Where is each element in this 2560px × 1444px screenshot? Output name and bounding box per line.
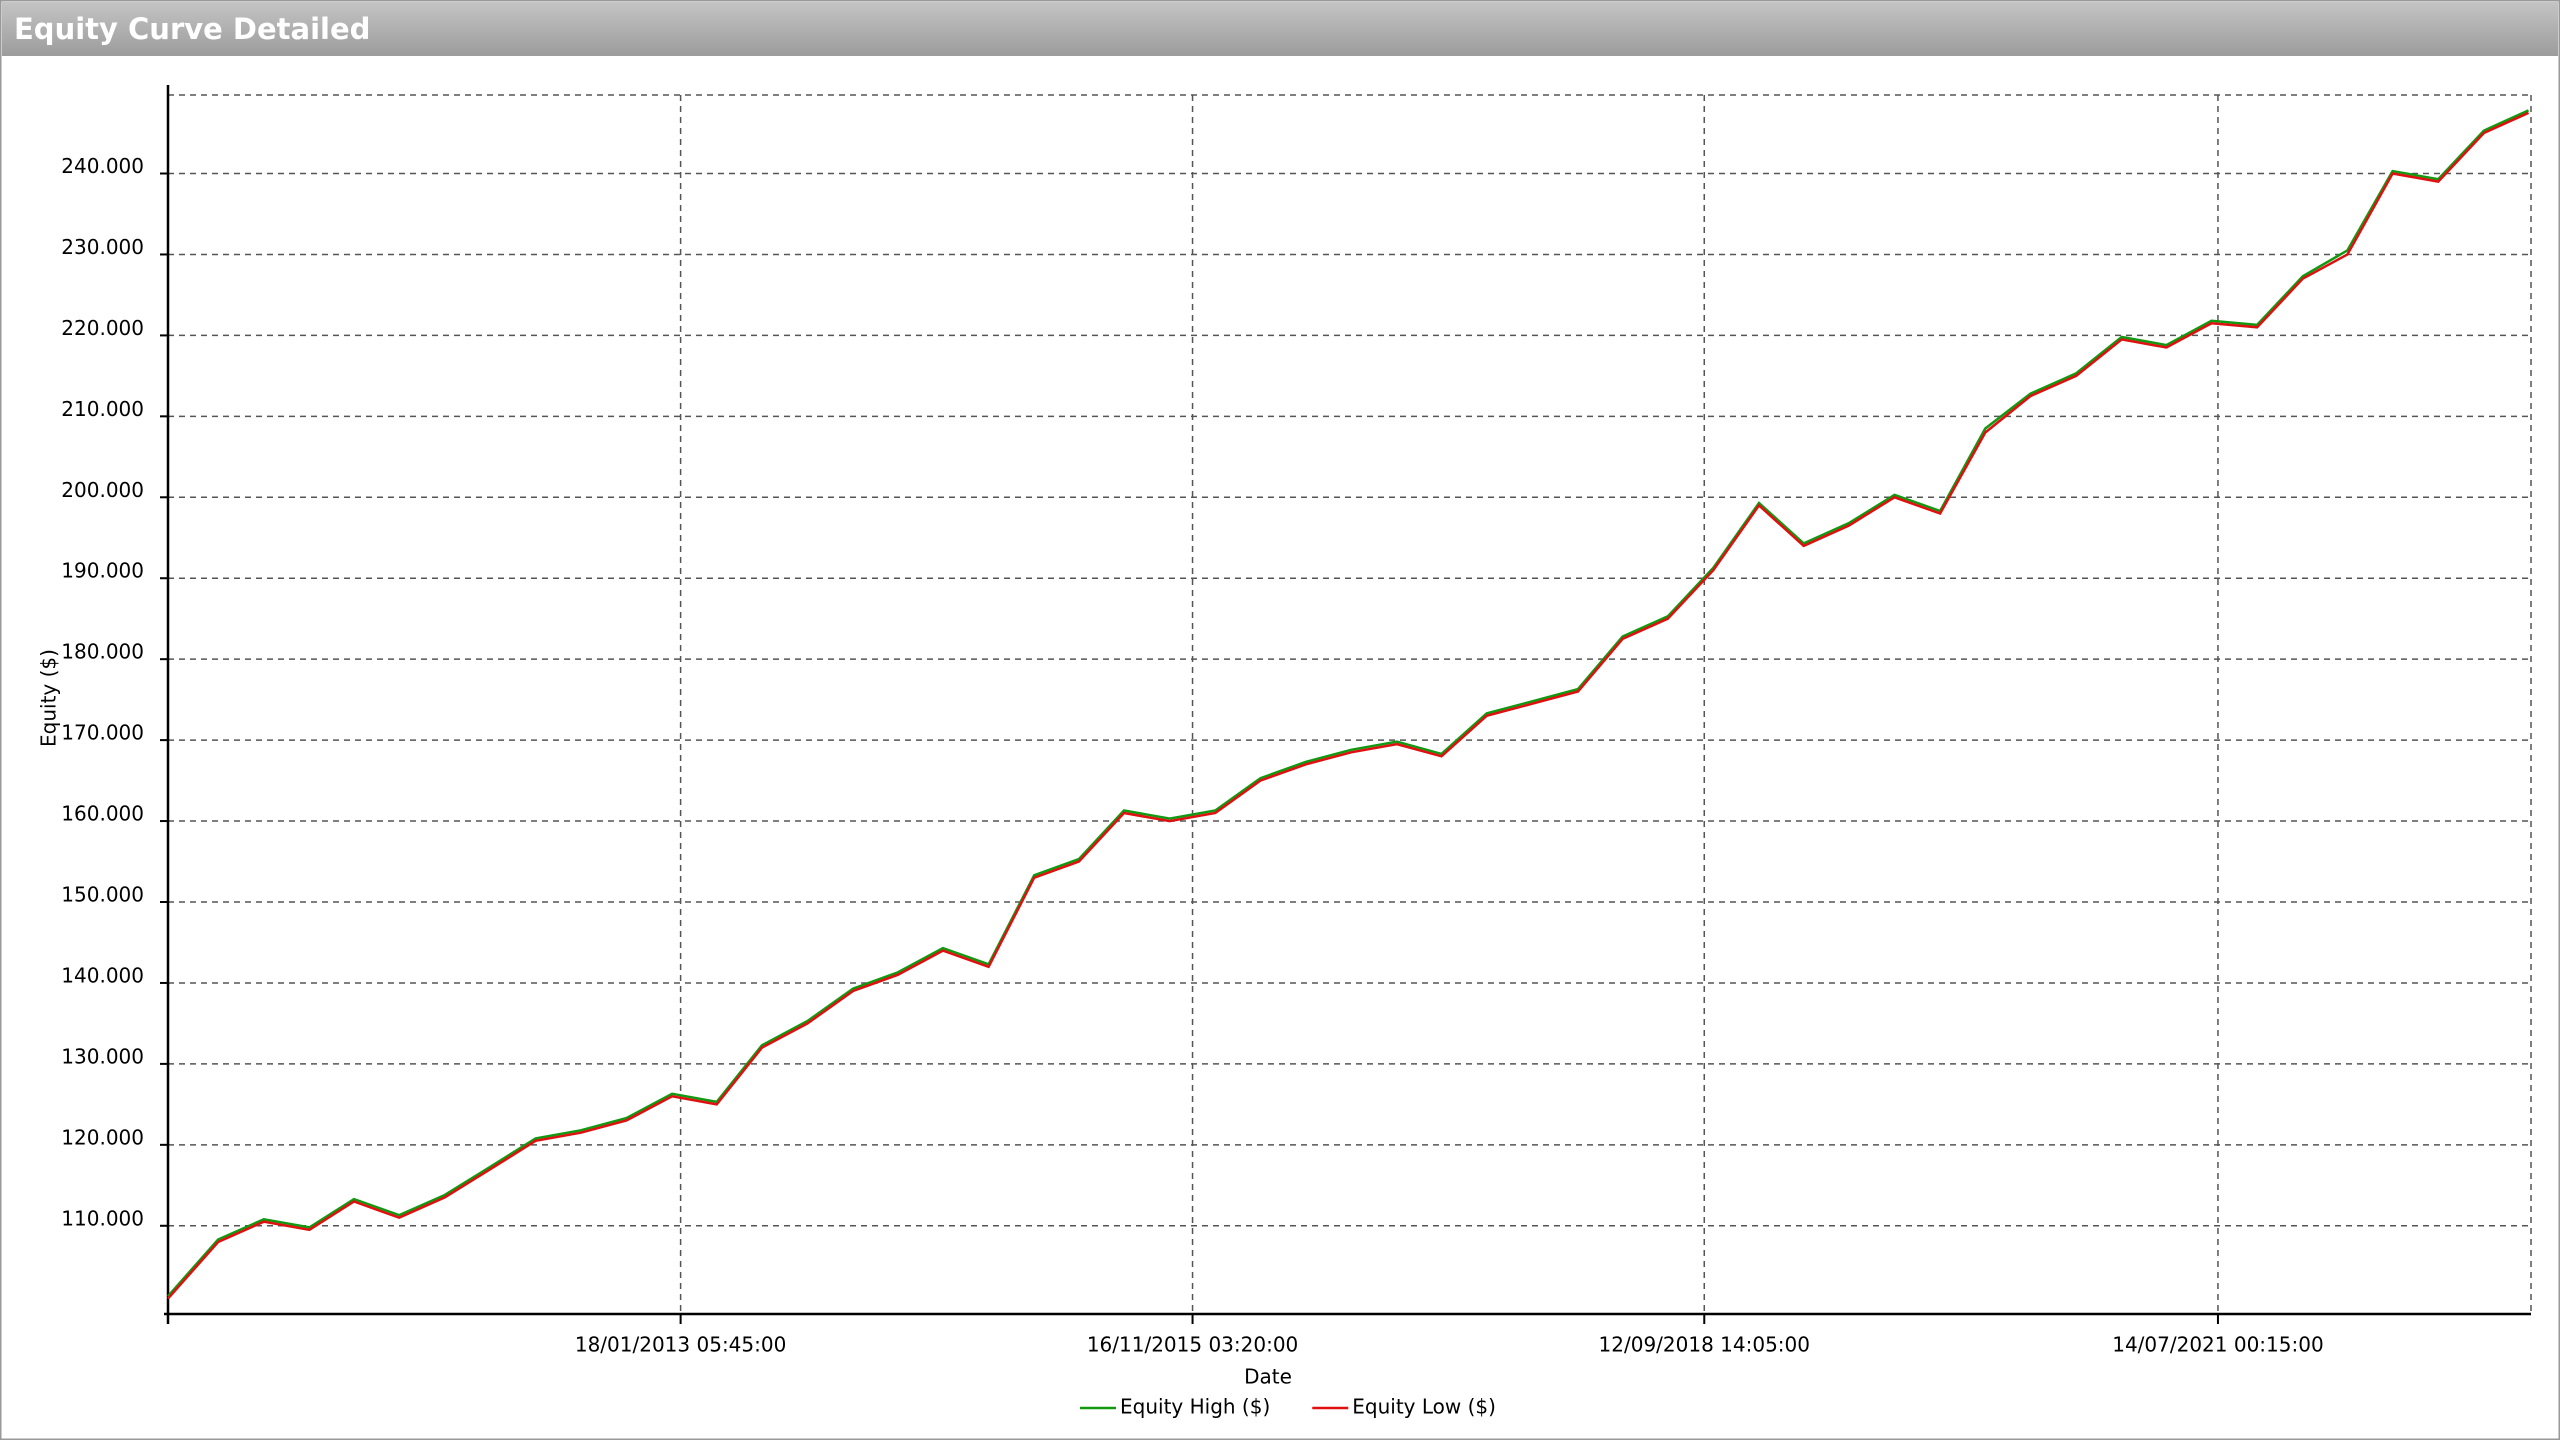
y-tick-label: 150.000 xyxy=(61,883,144,907)
equity-line xyxy=(167,109,2530,1298)
y-tick-label: 190.000 xyxy=(61,559,144,583)
y-axis-label: Equity ($) xyxy=(37,649,61,747)
plot-area: 110.000 120.000 130.000 140.000 150.000 160.0… xyxy=(61,85,2532,1357)
y-tick-label: 110.000 xyxy=(61,1206,144,1230)
x-tick-label: 18/01/2013 05:45:00 xyxy=(575,1333,786,1357)
x-axis-label: Date xyxy=(1244,1365,1292,1389)
y-tick-label: 120.000 xyxy=(61,1125,144,1149)
y-tick-label: 240.000 xyxy=(61,154,144,178)
y-tick-label: 230.000 xyxy=(61,235,144,259)
y-tick-label: 180.000 xyxy=(61,640,144,664)
window-title: Equity Curve Detailed xyxy=(14,12,370,46)
y-tick-label: 130.000 xyxy=(61,1044,144,1068)
y-tick-label: 200.000 xyxy=(61,478,144,502)
legend-label: Equity High ($) xyxy=(1120,1395,1270,1419)
x-tick-label: 14/07/2021 00:15:00 xyxy=(2112,1333,2323,1357)
y-tick-label: 210.000 xyxy=(61,397,144,421)
title-bar xyxy=(2,2,2558,56)
y-tick-label: 220.000 xyxy=(61,316,144,340)
legend: Equity High ($) Equity Low ($) xyxy=(1080,1395,1496,1419)
x-tick-label: 12/09/2018 14:05:00 xyxy=(1599,1333,1810,1357)
equity-line xyxy=(167,111,2530,1300)
y-tick-label: 140.000 xyxy=(61,963,144,987)
legend-label: Equity Low ($) xyxy=(1352,1395,1496,1419)
y-tick-label: 170.000 xyxy=(61,721,144,745)
x-tick-label: 16/11/2015 03:20:00 xyxy=(1087,1333,1298,1357)
y-tick-label: 160.000 xyxy=(61,802,144,826)
